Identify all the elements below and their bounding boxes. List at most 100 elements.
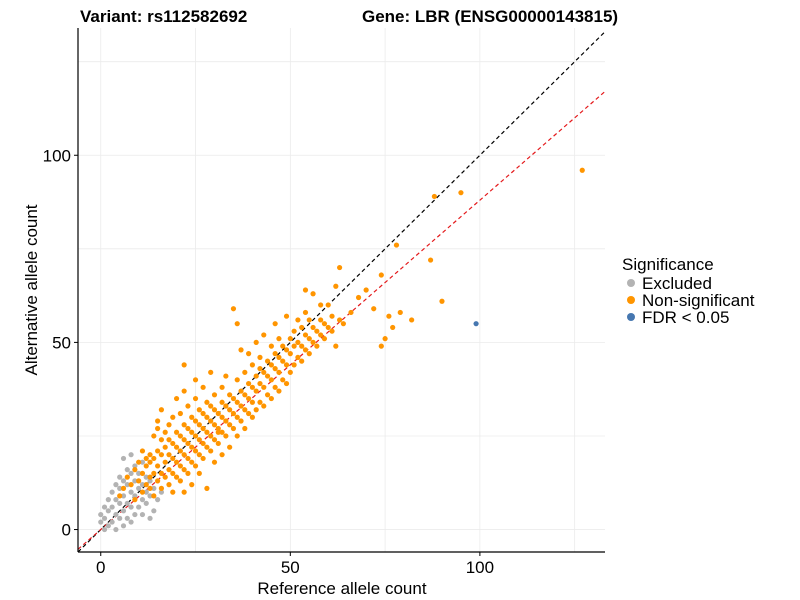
point-excluded <box>139 511 146 518</box>
point-non-significant <box>348 309 354 316</box>
point-non-significant <box>268 395 274 402</box>
point-non-significant <box>261 369 267 375</box>
point-non-significant <box>261 403 267 409</box>
point-excluded <box>117 515 123 521</box>
point-non-significant <box>170 470 176 476</box>
point-non-significant <box>310 324 316 331</box>
point-non-significant <box>287 369 293 375</box>
point-excluded <box>143 489 149 495</box>
point-non-significant <box>223 403 229 409</box>
point-non-significant <box>204 414 210 420</box>
point-non-significant <box>321 321 328 327</box>
point-non-significant <box>189 459 195 465</box>
point-non-significant <box>166 452 172 458</box>
point-non-significant <box>249 399 256 405</box>
point-non-significant <box>166 437 172 443</box>
point-excluded <box>117 485 123 491</box>
point-non-significant <box>185 470 191 476</box>
point-non-significant <box>363 287 369 293</box>
point-non-significant <box>158 485 165 491</box>
point-non-significant <box>340 321 346 327</box>
point-non-significant <box>299 343 305 349</box>
point-excluded <box>120 493 127 499</box>
point-non-significant <box>117 493 123 499</box>
point-non-significant <box>177 463 183 469</box>
point-excluded <box>124 482 130 488</box>
point-non-significant <box>276 369 282 375</box>
legend-label-fdr: FDR < 0.05 <box>642 308 729 327</box>
point-non-significant <box>261 332 267 338</box>
point-excluded <box>132 493 138 499</box>
point-excluded <box>109 489 115 495</box>
point-non-significant <box>439 298 445 304</box>
point-non-significant <box>181 437 187 443</box>
point-non-significant <box>397 309 403 316</box>
point-non-significant <box>166 422 172 428</box>
point-non-significant <box>318 302 324 308</box>
point-non-significant <box>219 414 225 420</box>
point-non-significant <box>295 317 301 323</box>
point-excluded <box>158 489 165 495</box>
point-non-significant <box>295 354 301 360</box>
point-non-significant <box>196 470 202 476</box>
point-excluded <box>120 523 127 529</box>
point-excluded <box>151 508 157 514</box>
point-non-significant <box>234 321 240 327</box>
point-excluded <box>113 497 119 503</box>
point-non-significant <box>261 384 267 390</box>
point-non-significant <box>192 433 199 439</box>
point-excluded <box>113 482 119 488</box>
point-non-significant <box>287 351 293 357</box>
point-non-significant <box>310 339 316 345</box>
point-non-significant <box>147 485 153 491</box>
point-non-significant <box>189 482 195 488</box>
legend-label-non-significant: Non-significant <box>642 291 755 310</box>
point-non-significant <box>283 347 290 353</box>
point-non-significant <box>158 470 165 476</box>
point-non-significant <box>196 452 202 458</box>
point-excluded <box>124 515 130 521</box>
point-non-significant <box>219 384 225 390</box>
point-non-significant <box>257 366 263 372</box>
point-non-significant <box>181 452 187 458</box>
legend-title: Significance <box>622 255 714 274</box>
point-non-significant <box>147 459 153 465</box>
point-non-significant <box>283 362 290 368</box>
point-non-significant <box>230 395 237 402</box>
point-non-significant <box>276 354 282 360</box>
point-non-significant <box>272 366 278 372</box>
point-non-significant <box>143 482 149 488</box>
point-non-significant <box>257 380 263 387</box>
point-excluded <box>120 455 127 462</box>
point-non-significant <box>280 377 286 383</box>
axes <box>77 28 605 553</box>
point-non-significant <box>306 336 312 342</box>
y-tick-label: 0 <box>62 521 71 540</box>
point-non-significant <box>246 380 252 387</box>
legend-item-fdr: FDR < 0.05 <box>627 308 729 327</box>
point-non-significant <box>268 362 274 368</box>
point-non-significant <box>291 362 297 368</box>
point-non-significant <box>170 489 176 495</box>
point-non-significant <box>272 321 278 327</box>
point-non-significant <box>211 459 218 465</box>
point-excluded <box>105 523 111 529</box>
point-non-significant <box>204 485 210 491</box>
point-non-significant <box>299 324 305 331</box>
point-non-significant <box>280 343 286 349</box>
point-non-significant <box>242 392 248 398</box>
point-non-significant <box>223 418 229 424</box>
point-excluded <box>136 470 142 476</box>
point-non-significant <box>151 455 157 462</box>
point-non-significant <box>409 317 415 323</box>
point-non-significant <box>155 463 161 469</box>
legend: Significance Excluded Non-significant FD… <box>622 255 755 327</box>
point-excluded <box>151 485 157 491</box>
point-non-significant <box>208 418 214 424</box>
point-non-significant <box>208 433 214 439</box>
point-excluded <box>117 500 123 506</box>
point-non-significant <box>276 388 282 394</box>
point-non-significant <box>139 448 146 454</box>
point-excluded <box>143 500 149 506</box>
